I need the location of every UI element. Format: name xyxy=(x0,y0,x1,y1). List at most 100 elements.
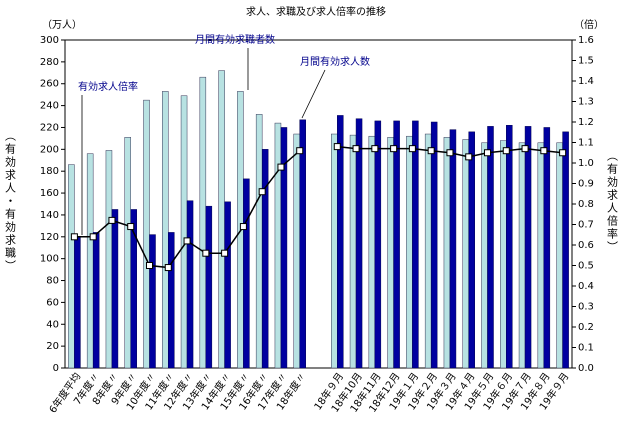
bar xyxy=(424,133,432,369)
ratio-marker xyxy=(258,188,266,196)
y2-tick-label: 0.9 xyxy=(578,179,594,190)
ratio-marker xyxy=(221,249,229,257)
y-axis-label: （有効求人・有効求職） xyxy=(4,130,17,273)
y-tick-label: 40 xyxy=(46,319,59,330)
bar xyxy=(374,120,382,369)
bar xyxy=(162,91,169,369)
y-tick-label: 260 xyxy=(40,79,59,90)
bar xyxy=(387,137,394,369)
ratio-marker xyxy=(70,233,78,241)
bar xyxy=(280,127,288,369)
ratio-marker xyxy=(559,149,567,157)
ratio-marker xyxy=(89,233,97,241)
bar xyxy=(543,127,551,369)
bar xyxy=(412,120,419,369)
y2-tick-label: 0.5 xyxy=(578,261,594,272)
bar xyxy=(92,232,100,369)
bar xyxy=(218,70,225,369)
bar xyxy=(149,234,156,369)
ratio-marker xyxy=(127,223,135,231)
bar xyxy=(261,149,269,369)
y-unit: （万人） xyxy=(42,19,82,31)
bar xyxy=(143,99,150,369)
y2-tick-label: 0.0 xyxy=(578,363,594,374)
bar xyxy=(299,119,306,369)
bar xyxy=(355,118,363,369)
y2-tick-label: 0.7 xyxy=(578,220,594,231)
y2-tick-label: 0.6 xyxy=(578,240,594,251)
y2-tick-label: 1.6 xyxy=(578,35,594,46)
ratio-marker xyxy=(540,147,548,155)
bar xyxy=(524,126,532,369)
bar xyxy=(337,115,344,369)
y2-tick-label: 1.4 xyxy=(578,76,594,87)
bar xyxy=(537,142,545,369)
bar xyxy=(199,76,207,369)
ratio-marker xyxy=(239,223,247,231)
y2-tick-label: 0.8 xyxy=(578,199,594,210)
bar xyxy=(500,140,507,369)
bar xyxy=(468,131,475,369)
y-tick-label: 280 xyxy=(40,57,59,68)
ratio-marker xyxy=(108,216,116,224)
series-annotation: 月間有効求職者数 xyxy=(195,33,275,46)
bar xyxy=(111,209,119,369)
bar xyxy=(331,133,338,369)
ratio-marker xyxy=(408,145,416,153)
y2-tick-label: 1.0 xyxy=(578,158,594,169)
bar xyxy=(205,205,213,369)
bar xyxy=(443,137,451,369)
ratio-marker xyxy=(352,145,360,153)
ratio-marker xyxy=(183,237,191,245)
bar xyxy=(74,236,81,369)
bar xyxy=(68,164,75,369)
bar xyxy=(449,129,457,369)
bar xyxy=(243,178,250,369)
y2-axis-label: （有効求人倍率） xyxy=(606,150,619,254)
bar xyxy=(562,131,569,369)
bar xyxy=(487,126,494,369)
y-tick-label: 160 xyxy=(40,188,59,199)
y-tick-label: 200 xyxy=(40,144,59,155)
y-tick-label: 60 xyxy=(46,297,59,308)
y-tick-label: 0 xyxy=(53,363,59,374)
ratio-marker xyxy=(484,149,491,157)
bar xyxy=(556,142,563,369)
y2-tick-label: 1.3 xyxy=(578,97,594,108)
y-tick-label: 80 xyxy=(46,276,59,287)
series-annotation: 有効求人倍率 xyxy=(78,80,138,93)
y-tick-label: 240 xyxy=(40,101,59,112)
bar xyxy=(393,120,400,369)
bar xyxy=(293,133,300,369)
bar xyxy=(255,114,263,369)
bar xyxy=(406,135,413,369)
ratio-marker xyxy=(164,264,172,272)
chart-title: 求人、求職及び求人倍率の推移 xyxy=(246,5,386,18)
ratio-marker xyxy=(296,147,304,155)
y-tick-label: 100 xyxy=(40,254,59,265)
bar xyxy=(168,232,175,369)
bar xyxy=(368,135,376,369)
series-annotation: 月間有効求人数 xyxy=(300,55,370,68)
annotation-line xyxy=(301,69,326,119)
y2-tick-label: 0.2 xyxy=(578,322,594,333)
bar xyxy=(105,150,113,369)
y2-tick-label: 0.4 xyxy=(578,281,594,292)
y-tick-label: 20 xyxy=(46,341,59,352)
bar xyxy=(481,142,488,369)
y-tick-label: 140 xyxy=(40,210,59,221)
ratio-marker xyxy=(333,143,341,151)
ratio-marker xyxy=(277,163,285,171)
ratio-marker xyxy=(427,147,435,155)
bar xyxy=(186,200,194,369)
bar xyxy=(430,121,438,369)
y2-tick-label: 1.5 xyxy=(578,56,594,67)
ratio-marker xyxy=(146,262,153,269)
ratio-marker xyxy=(502,147,510,155)
plot-frame xyxy=(64,39,573,369)
bar xyxy=(462,139,469,369)
ratio-marker xyxy=(202,249,210,257)
y2-unit: （倍） xyxy=(574,18,604,31)
y2-tick-label: 0.3 xyxy=(578,302,594,313)
